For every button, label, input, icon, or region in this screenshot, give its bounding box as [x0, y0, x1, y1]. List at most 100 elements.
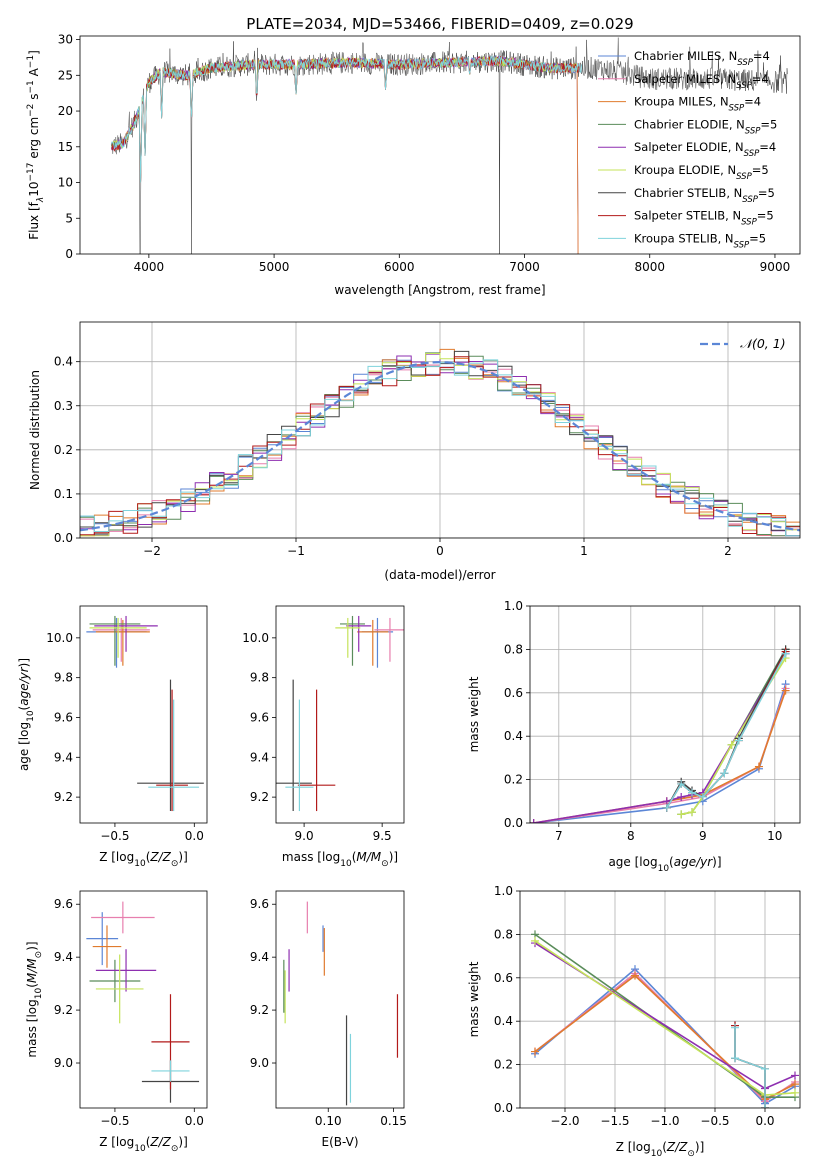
plus-marker [754, 762, 763, 771]
plot-area [86, 615, 204, 812]
figure-title: PLATE=2034, MJD=53466, FIBERID=0409, z=0… [246, 15, 633, 33]
errorbar-point [276, 679, 312, 812]
y-tick-label: 0.6 [504, 686, 523, 700]
plus-marker [781, 649, 790, 658]
plot-area [110, 37, 788, 254]
y-tick-label: 25 [58, 68, 73, 82]
y-tick-label: 10.0 [46, 631, 73, 645]
y-tick-label: 1.0 [494, 884, 513, 898]
mass-weight-line [533, 653, 787, 823]
plot-area [520, 891, 800, 1108]
y-tick-label: 9.4 [54, 750, 73, 764]
ticks: 0.10 0.15 9.0 9.2 9.4 9.6 [250, 897, 407, 1128]
plus-marker [531, 1047, 539, 1056]
plot-area [530, 606, 800, 823]
y-tick-label: 0.4 [494, 1014, 513, 1028]
axes-frame [275, 605, 405, 824]
y-tick-label: 9.4 [54, 950, 73, 964]
y-tick-label: 9.8 [250, 671, 269, 685]
plus-marker [530, 819, 538, 823]
y-tick-label: 9.6 [250, 897, 269, 911]
y-tick-label: 15 [58, 140, 73, 154]
x-axis-label: Z [log10(Z/Z⊙)] [99, 1135, 188, 1154]
residual-panel: −2 −1 0 1 2 0.0 0.1 0.2 0.3 0.4 𝒩(0, 1) (data-model… [28, 321, 801, 582]
y-tick-label: 9.8 [54, 671, 73, 685]
y-axis-label: mass weight [467, 961, 481, 1037]
errorbar-point [89, 615, 141, 666]
legend-entry: Kroupa STELIB, NSSP=5 [634, 231, 766, 250]
age-vs-metallicity-panel: −0.5 0.0 9.2 9.4 9.6 9.8 10.0 Z [log10(Z/Z⊙)] ag… [17, 605, 208, 869]
mass-weight-line [534, 974, 796, 1101]
histogram-series [80, 359, 800, 537]
plus-marker [662, 803, 671, 812]
plus-marker [677, 779, 686, 788]
spectrum-line [110, 54, 582, 183]
errorbar-point [92, 925, 122, 968]
x-tick-label: 0.0 [185, 1114, 204, 1128]
x-tick-label: −0.5 [700, 1114, 729, 1128]
y-tick-label: 0.4 [54, 355, 73, 369]
plus-marker [791, 1071, 799, 1080]
axes-frame [79, 321, 801, 539]
plus-marker [731, 1023, 739, 1032]
y-tick-label: 9.2 [54, 790, 73, 804]
axes-frame [519, 890, 801, 1109]
plus-marker [688, 808, 696, 817]
x-tick-label: −1.0 [650, 1114, 679, 1128]
errorbar-point [94, 615, 158, 652]
y-tick-label: 0.8 [504, 642, 523, 656]
x-axis-label: (data-model)/error [384, 568, 495, 582]
legend-entry: Chabrier STELIB, NSSP=5 [634, 186, 775, 205]
spectrum-line [110, 56, 580, 183]
y-axis-label: mass [log10(M/M⊙)] [25, 941, 44, 1057]
y-tick-label: 0.8 [494, 927, 513, 941]
y-tick-label: 0.1 [54, 487, 73, 501]
plus-marker [677, 810, 686, 819]
y-tick-label: 9.6 [54, 710, 73, 724]
legend-entry: Kroupa ELODIE, NSSP=5 [634, 163, 769, 182]
y-tick-label: 9.2 [54, 1003, 73, 1017]
legend: Chabrier MILES, NSSP=4 Salpeter MILES, NS… [598, 49, 777, 250]
plot-area [86, 901, 200, 1103]
plus-marker [677, 792, 686, 801]
plot-area [80, 322, 800, 538]
y-tick-label: 9.4 [250, 950, 269, 964]
ticks: −2 −1 0 1 2 0.0 0.1 0.2 0.3 0.4 [54, 355, 732, 558]
errorbar-point [86, 912, 119, 966]
x-tick-label: 9000 [760, 260, 791, 274]
errorbar-point [285, 699, 314, 812]
age-vs-mass-panel: 9.0 9.5 9.2 9.4 9.6 9.8 10.0 mass [log10(M/M⊙)] [242, 605, 405, 869]
y-tick-label: 0.2 [54, 443, 73, 457]
y-tick-label: 9.4 [250, 750, 269, 764]
ticks: 9.0 9.5 9.2 9.4 9.6 9.8 10.0 [242, 631, 391, 843]
y-tick-label: 30 [58, 33, 73, 47]
legend-entry: 𝒩(0, 1) [740, 336, 786, 351]
y-tick-label: 0.2 [494, 1058, 513, 1072]
plus-marker [781, 686, 790, 695]
errorbar-point [151, 1060, 190, 1082]
legend-entry: Salpeter STELIB, NSSP=5 [634, 209, 774, 228]
errorbar-point [297, 689, 336, 812]
x-tick-label: 5000 [259, 260, 290, 274]
mass-weight-vs-metallicity-panel: −2.0 −1.5 −1.0 −0.5 0.0 0.0 0.2 0.4 0.6 0.8 1.0 Z [… [467, 884, 801, 1159]
y-tick-label: 10.0 [242, 631, 269, 645]
errorbar-point [346, 615, 372, 652]
y-tick-label: 0.0 [504, 816, 523, 830]
x-axis-label: Z [log10(Z/Z⊙)] [99, 850, 188, 869]
y-tick-label: 0.0 [494, 1101, 513, 1115]
x-tick-label: −0.5 [100, 829, 129, 843]
errorbar-point [137, 679, 204, 812]
errorbar-point [340, 615, 365, 666]
x-tick-label: 6000 [384, 260, 415, 274]
plus-marker [734, 736, 743, 745]
x-tick-label: 0.0 [185, 829, 204, 843]
x-tick-label: 8000 [634, 260, 665, 274]
plot-area [283, 901, 399, 1106]
x-tick-label: 9.5 [373, 829, 392, 843]
mass-vs-ebv-panel: 0.10 0.15 9.0 9.2 9.4 9.6 E(B-V) [250, 890, 407, 1149]
errorbar-point [335, 617, 361, 658]
axes-frame [79, 605, 208, 824]
y-tick-label: 1.0 [504, 599, 523, 613]
spectrum-panel: 4000 5000 6000 7000 8000 9000 0 5 10 15 20 25 30 wave… [26, 33, 801, 297]
x-tick-label: 9.0 [295, 829, 314, 843]
